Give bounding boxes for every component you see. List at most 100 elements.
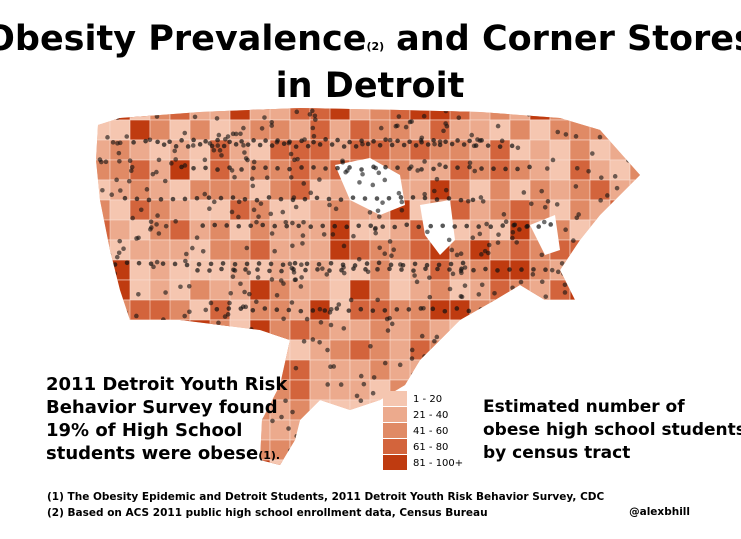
corner-store — [217, 340, 223, 346]
corner-store — [385, 328, 391, 333]
corner-store — [179, 164, 184, 170]
census-tract — [169, 199, 191, 221]
corner-store — [394, 307, 400, 312]
corner-store — [562, 338, 567, 343]
corner-store — [459, 266, 464, 272]
census-tract — [409, 359, 451, 381]
corner-store — [413, 143, 419, 148]
corner-store — [219, 153, 224, 158]
corner-store — [432, 188, 437, 194]
corner-store — [269, 231, 275, 236]
census-tract — [569, 319, 611, 341]
corner-store — [465, 402, 471, 408]
corner-store — [553, 345, 559, 351]
corner-store — [428, 223, 434, 229]
corner-store — [591, 238, 596, 244]
census-tract — [429, 359, 451, 381]
corner-store — [249, 327, 254, 332]
corner-store — [396, 114, 402, 119]
corner-store — [211, 147, 217, 153]
census-tract — [189, 279, 211, 301]
corner-store — [173, 325, 178, 331]
corner-store — [382, 360, 388, 366]
census-tract — [409, 279, 431, 301]
corner-store — [434, 334, 440, 340]
corner-store — [203, 307, 209, 313]
corner-store — [161, 317, 166, 322]
corner-store — [539, 188, 544, 194]
corner-store — [151, 264, 156, 270]
corner-store — [512, 222, 518, 228]
corner-store — [601, 113, 606, 118]
corner-store — [165, 327, 171, 333]
corner-store — [431, 166, 436, 172]
corner-store — [304, 316, 310, 322]
corner-store — [456, 115, 462, 121]
corner-store — [148, 219, 154, 225]
corner-store — [544, 166, 550, 171]
corner-store — [322, 308, 328, 313]
corner-store — [637, 224, 640, 230]
corner-store — [612, 389, 617, 395]
census-tract — [129, 239, 151, 261]
corner-store — [529, 333, 535, 338]
corner-store — [470, 197, 476, 203]
footnotes: (1) The Obesity Epidemic and Detroit Stu… — [47, 491, 604, 519]
corner-store — [308, 190, 314, 196]
corner-store — [127, 158, 133, 164]
corner-store — [404, 222, 410, 228]
census-tract — [349, 399, 371, 421]
corner-store — [328, 322, 334, 328]
corner-store — [329, 142, 335, 147]
corner-store — [286, 426, 291, 431]
corner-store — [219, 332, 225, 338]
census-tract — [349, 279, 371, 301]
census-tract — [609, 139, 640, 161]
corner-store — [562, 267, 568, 273]
corner-store — [573, 184, 579, 189]
census-tract — [309, 399, 331, 421]
corner-store — [473, 143, 479, 148]
corner-store — [294, 433, 300, 439]
census-tract — [469, 279, 491, 301]
title-line-2: in Detroit — [276, 66, 465, 106]
corner-store — [631, 269, 637, 275]
corner-store — [529, 201, 534, 207]
corner-store — [449, 247, 455, 253]
corner-store — [571, 351, 577, 356]
census-tract — [169, 299, 191, 321]
corner-store — [105, 135, 110, 140]
census-tract — [449, 159, 471, 181]
corner-store — [203, 139, 208, 144]
corner-store — [463, 365, 469, 370]
census-tract — [269, 319, 291, 341]
corner-store — [354, 393, 360, 399]
corner-store — [317, 177, 322, 182]
corner-store — [163, 223, 169, 229]
corner-store — [503, 219, 509, 224]
corner-store — [476, 224, 482, 229]
corner-store — [399, 199, 405, 205]
corner-store — [202, 191, 208, 197]
corner-store — [279, 414, 284, 420]
corner-store — [382, 251, 388, 257]
corner-store — [515, 145, 521, 151]
corner-store — [515, 166, 520, 172]
census-tract — [449, 419, 471, 441]
corner-store — [245, 157, 250, 163]
census-tract — [489, 319, 511, 341]
corner-store — [300, 241, 305, 246]
corner-store — [367, 210, 373, 215]
census-tract — [96, 259, 111, 281]
corner-store — [370, 390, 376, 396]
census-tract — [629, 108, 640, 121]
corner-store — [497, 144, 503, 149]
corner-store — [377, 142, 383, 148]
census-tract — [629, 259, 640, 281]
corner-store — [115, 115, 120, 120]
corner-store — [476, 292, 482, 297]
corner-store — [244, 261, 250, 267]
corner-store — [407, 166, 412, 171]
corner-store — [291, 267, 296, 272]
corner-store — [568, 317, 573, 323]
